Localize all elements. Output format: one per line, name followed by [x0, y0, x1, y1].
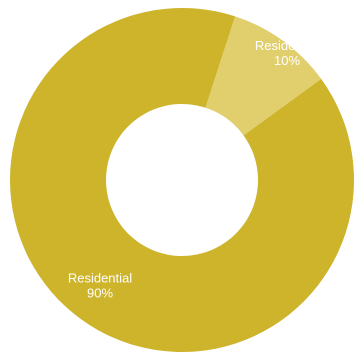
label-non-residential: Non Residential 10% [255, 23, 319, 68]
slice-non-residential [205, 16, 322, 136]
label-residential: Residential 90% [68, 271, 132, 301]
label-line: Non [275, 23, 299, 38]
label-line: Residential [255, 38, 319, 53]
label-line: Residential [68, 271, 132, 286]
label-line: 90% [87, 286, 113, 301]
label-line: 10% [274, 53, 300, 68]
slice-residential [9, 7, 354, 353]
